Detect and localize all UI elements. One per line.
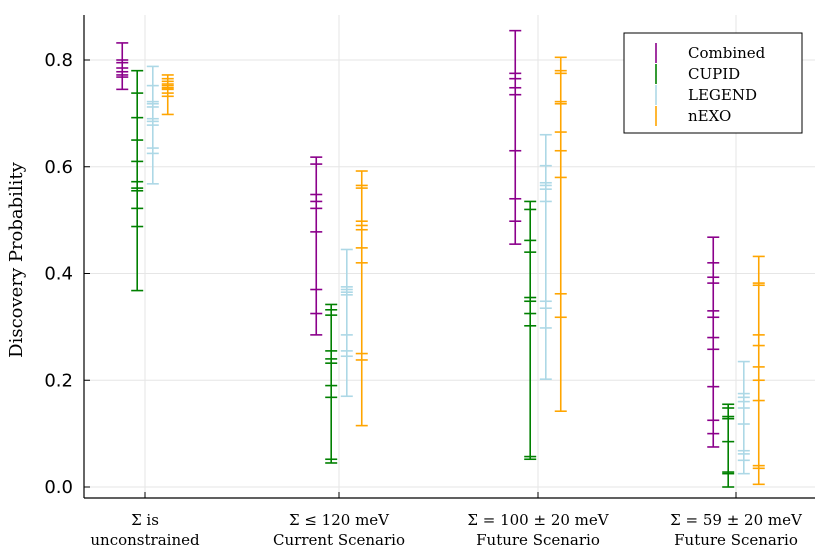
legend-label-cupid: CUPID [688,65,740,83]
x-tick-label-line1: Σ = 59 ± 20 meV [670,511,803,529]
grid-lines [84,15,815,498]
axes [83,15,815,499]
y-tick-label: 0.4 [44,264,73,285]
legend-box [623,32,803,134]
legend: Combined CUPID LEGEND nEXO [623,32,803,134]
y-tick-labels: 0.0 0.2 0.4 0.6 0.8 [44,50,73,498]
y-tick-label: 0.2 [44,370,73,391]
y-axis-label: Discovery Probability [6,161,27,357]
x-tick-label-line2: Future Scenario [674,531,798,549]
x-tick-label-line1: Σ = 100 ± 20 meV [467,511,609,529]
legend-label-legend: LEGEND [688,86,757,104]
chart-marks [116,29,765,488]
x-tick-label-line1: Σ is [131,511,159,529]
y-tick-label: 0.8 [44,50,73,71]
x-tick-labels: Σ is unconstrained Σ ≤ 120 meV Current Scen… [90,511,803,549]
y-tick-label: 0.6 [44,157,73,178]
x-tick-label-line1: Σ ≤ 120 meV [289,511,390,529]
y-tick-label: 0.0 [44,477,73,498]
x-tick-label-line2: unconstrained [90,531,200,549]
x-tick-label-line2: Current Scenario [273,531,405,549]
legend-label-combined: Combined [688,44,766,62]
legend-label-nexo: nEXO [688,107,731,125]
x-tick-label-line2: Future Scenario [476,531,600,549]
